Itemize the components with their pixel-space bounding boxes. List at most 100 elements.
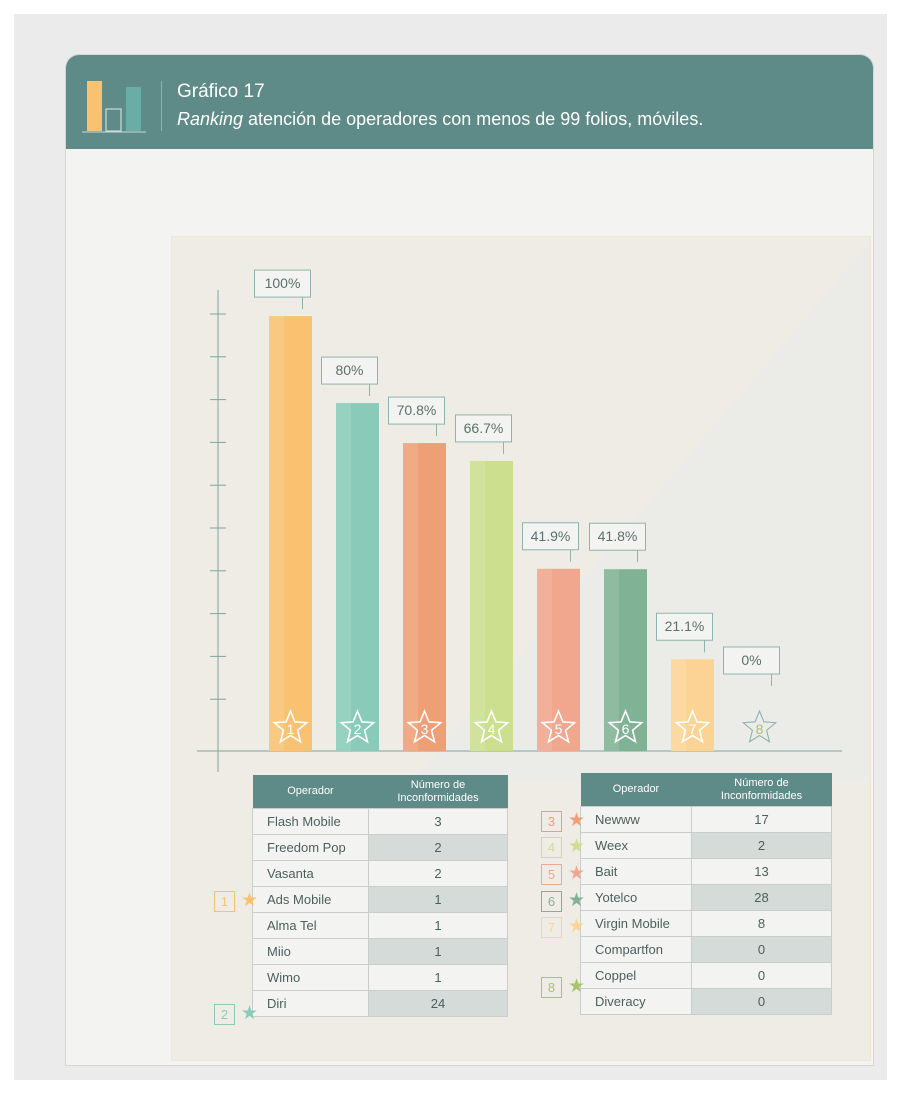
star-icon [339, 708, 376, 744]
complaint-count: 2 [368, 860, 508, 887]
complaint-count: 0 [691, 936, 832, 963]
operator-name: Weex [580, 832, 692, 859]
bar-chart: 100%180%270.8%366.7%441.9%541.8%621.1%70… [197, 242, 870, 782]
rank-label: 5 [555, 721, 563, 737]
table-row: Virgin Mobile 8 [580, 910, 832, 937]
value-label-box [388, 396, 445, 425]
rank-number: 2 [214, 1004, 235, 1025]
value-label: 80% [335, 362, 363, 378]
operator-name: Newww [580, 806, 692, 833]
star-icon [406, 708, 443, 744]
value-label: 21.1% [665, 618, 705, 634]
table-row: Weex 2 [580, 832, 832, 859]
star-icon [272, 708, 309, 744]
bar [269, 316, 312, 751]
bar-group: 70.8% 3 [388, 396, 446, 751]
page-background: Gráfico 17 Ranking atención de operadore… [14, 14, 887, 1080]
value-label-box [589, 522, 646, 551]
value-label-box [522, 522, 579, 551]
complaint-count: 1 [368, 964, 508, 991]
rank-number: 4 [541, 837, 562, 858]
table-right-header-num-1: Número de [734, 776, 789, 789]
rank-label: 1 [287, 721, 295, 737]
rank-number: 3 [541, 811, 562, 832]
bar [403, 443, 446, 751]
operator-name: Bait [580, 858, 692, 885]
bar-highlight [470, 460, 486, 751]
star-outline [741, 709, 778, 744]
operator-name: Ads Mobile [252, 886, 369, 913]
chart-panel: 100% 1 80% 2 70.8% 3 66.7% 4 41.9% 5 41.8% 6 21.1% 7 0… [171, 236, 871, 1061]
star-icon: ★ [241, 890, 259, 911]
table-row: Coppel 0 [580, 962, 832, 989]
table-row: Newww 17 [580, 806, 832, 833]
bar [336, 403, 379, 751]
rank-label: 4 [488, 721, 496, 737]
bar-group: 41.9% 5 [522, 522, 580, 751]
table-row: Bait 13 [580, 858, 832, 885]
star-icon: ★ [241, 1003, 259, 1024]
bar-group: 0% 8 [723, 646, 780, 744]
star-icon [674, 708, 711, 744]
bar-highlight [403, 443, 419, 751]
header-separator [161, 81, 162, 131]
star-icon: ★ [568, 976, 586, 997]
complaint-count: 1 [368, 886, 508, 913]
bar-group: 80% 2 [321, 356, 379, 751]
complaint-count: 1 [368, 938, 508, 965]
value-label-box [723, 646, 780, 675]
figure-title: Gráfico 17 [177, 81, 265, 102]
operator-name: Wimo [252, 964, 369, 991]
table-row: Yotelco 28 [580, 884, 832, 911]
operator-name: Diveracy [580, 988, 692, 1015]
rank-number: 5 [541, 864, 562, 885]
table-row: Flash Mobile 3 [252, 808, 508, 835]
value-label-box [254, 269, 311, 298]
bar-group: 66.7% 4 [455, 414, 513, 751]
complaint-count: 8 [691, 910, 832, 937]
complaint-count: 2 [368, 834, 508, 861]
rank-number: 6 [541, 891, 562, 912]
table-right: Operador Número de Inconformidades Newww 1… [580, 773, 832, 1015]
value-label: 70.8% [397, 402, 437, 418]
bar-group: 21.1% 7 [656, 612, 714, 751]
table-left-header-operador: Operador [252, 775, 369, 809]
complaint-count: 0 [691, 962, 832, 989]
table-left: Operador Número de Inconformidades Flash … [252, 775, 508, 1017]
table-row: Wimo 1 [252, 964, 508, 991]
table-right-header-num: Número de Inconformidades [691, 773, 832, 807]
operator-name: Alma Tel [252, 912, 369, 939]
subtitle-emphasis: Ranking [177, 109, 244, 129]
table-row: Diri 24 [252, 990, 508, 1017]
star-icon: ★ [568, 863, 586, 884]
bar [470, 460, 513, 751]
operator-name: Coppel [580, 962, 692, 989]
bar-highlight [604, 569, 620, 751]
bar-highlight [336, 403, 352, 751]
star-icon [473, 708, 510, 744]
value-label: 66.7% [464, 420, 504, 436]
value-label: 41.9% [531, 528, 571, 544]
complaint-count: 13 [691, 858, 832, 885]
value-label-box [656, 612, 713, 641]
table-row: Miio 1 [252, 938, 508, 965]
complaint-count: 0 [691, 988, 832, 1015]
table-left-header-num: Número de Inconformidades [368, 775, 508, 809]
bar-chart-icon [82, 81, 146, 133]
bar [604, 569, 647, 751]
table-row: Compartfon 0 [580, 936, 832, 963]
table-row: Freedom Pop 2 [252, 834, 508, 861]
bar-group: 100% 1 [254, 269, 312, 751]
rank-number: 7 [541, 917, 562, 938]
value-label-box [321, 356, 378, 385]
subtitle-text: atención de operadores con menos de 99 f… [243, 109, 704, 129]
rank-label: 6 [622, 721, 630, 737]
complaint-count: 3 [368, 808, 508, 835]
star-icon [540, 708, 577, 744]
table-row: Ads Mobile 1 [252, 886, 508, 913]
complaint-count: 17 [691, 806, 832, 833]
operator-name: Yotelco [580, 884, 692, 911]
rank-number: 8 [541, 977, 562, 998]
star-icon [607, 708, 644, 744]
bar-highlight [269, 316, 285, 751]
